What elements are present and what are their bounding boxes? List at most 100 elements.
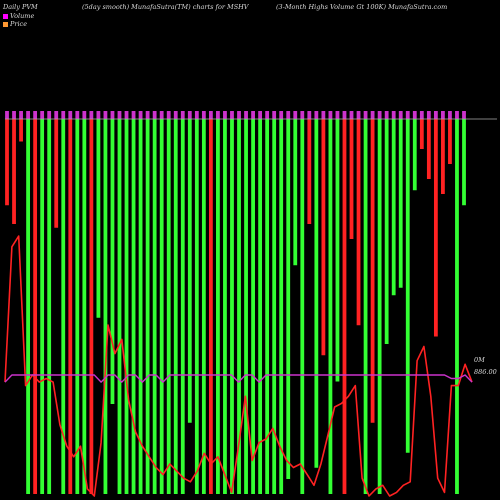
volume-bar bbox=[237, 119, 241, 494]
volume-bar-cap bbox=[110, 111, 115, 119]
volume-bar-cap bbox=[152, 111, 157, 119]
volume-bar bbox=[244, 119, 248, 494]
volume-bar-cap bbox=[117, 111, 122, 119]
volume-bar bbox=[321, 119, 326, 356]
volume-bar-cap bbox=[19, 111, 23, 119]
volume-bar bbox=[54, 119, 59, 228]
volume-bar-cap bbox=[159, 111, 164, 119]
volume-bar bbox=[335, 119, 340, 382]
legend-swatch-price bbox=[3, 21, 8, 27]
volume-bar bbox=[145, 119, 150, 494]
volume-bar bbox=[342, 119, 347, 494]
volume-average-line bbox=[4, 374, 473, 383]
volume-bar bbox=[412, 119, 417, 191]
volume-bar-cap bbox=[398, 111, 403, 119]
chart-title-left: Daily PVM bbox=[3, 3, 38, 11]
volume-bar bbox=[47, 119, 52, 494]
volume-bar-cap bbox=[230, 111, 234, 119]
volume-bar bbox=[216, 119, 220, 494]
volume-axis-label: 0M bbox=[474, 356, 485, 364]
volume-bar-cap bbox=[237, 111, 241, 119]
volume-bar bbox=[314, 119, 319, 468]
volume-bar-cap bbox=[180, 111, 185, 119]
volume-bar-cap bbox=[131, 111, 136, 119]
price-line bbox=[4, 235, 473, 497]
volume-bar-cap bbox=[433, 111, 438, 119]
volume-bar-cap bbox=[286, 111, 291, 119]
volume-bar-cap bbox=[391, 111, 396, 119]
volume-bar bbox=[96, 119, 101, 318]
legend-swatch-volume bbox=[3, 13, 8, 19]
volume-bar-cap bbox=[5, 111, 9, 119]
volume-bar-cap bbox=[96, 111, 101, 119]
volume-bar-cap bbox=[258, 111, 263, 119]
volume-bar-cap bbox=[40, 111, 45, 119]
volume-bar-cap bbox=[293, 111, 298, 119]
volume-bar-cap bbox=[314, 111, 319, 119]
chart-title-middle: (5day smooth) MunafaSutra(TM) charts for… bbox=[82, 3, 249, 11]
price-axis-label: 886.00 bbox=[474, 368, 497, 376]
legend-label-price: Price bbox=[10, 20, 28, 28]
volume-bar-cap bbox=[216, 111, 220, 119]
volume-bar bbox=[265, 119, 270, 494]
volume-bar bbox=[61, 119, 66, 494]
volume-bar bbox=[370, 119, 375, 423]
volume-bar bbox=[384, 119, 389, 344]
volume-bar bbox=[272, 119, 277, 494]
volume-bar-cap bbox=[33, 111, 38, 119]
volume-bar-cap bbox=[68, 111, 73, 119]
volume-bar-cap bbox=[363, 111, 368, 119]
volume-bar bbox=[117, 119, 122, 494]
volume-bar bbox=[89, 119, 94, 494]
volume-bar bbox=[300, 119, 305, 494]
volume-bar-cap bbox=[145, 111, 150, 119]
volume-bar bbox=[251, 119, 255, 494]
volume-bar-cap bbox=[208, 111, 213, 119]
volume-bar-cap bbox=[26, 111, 30, 119]
volume-bar-cap bbox=[244, 111, 248, 119]
volume-bar bbox=[208, 119, 213, 494]
volume-bar bbox=[110, 119, 115, 404]
volume-bar-cap bbox=[300, 111, 305, 119]
volume-bar bbox=[103, 119, 108, 494]
volume-bars bbox=[5, 111, 466, 494]
chart-title-right: (3-Month Highs Volume Gt 100K) MunafaSut… bbox=[276, 3, 448, 11]
volume-bar-cap bbox=[426, 111, 431, 119]
volume-bar-cap bbox=[307, 111, 312, 119]
volume-bar bbox=[173, 119, 178, 494]
volume-bar-cap bbox=[349, 111, 354, 119]
volume-bar-cap bbox=[328, 111, 333, 119]
volume-bar bbox=[455, 119, 459, 494]
volume-bar bbox=[75, 119, 80, 494]
volume-bar bbox=[426, 119, 431, 179]
volume-bar-cap bbox=[455, 111, 459, 119]
volume-bar-cap bbox=[462, 111, 466, 119]
volume-bar bbox=[377, 119, 382, 494]
volume-bar-cap bbox=[342, 111, 347, 119]
volume-bar-cap bbox=[166, 111, 171, 119]
volume-bar-cap bbox=[384, 111, 389, 119]
volume-bar bbox=[398, 119, 403, 288]
volume-bar bbox=[462, 119, 466, 206]
volume-bar bbox=[124, 119, 129, 494]
volume-bar bbox=[230, 119, 234, 494]
volume-bar-cap bbox=[47, 111, 52, 119]
volume-bar-cap bbox=[335, 111, 340, 119]
volume-bar bbox=[307, 119, 312, 224]
volume-bar-cap bbox=[223, 111, 227, 119]
volume-bar-cap bbox=[441, 111, 445, 119]
volume-bar bbox=[5, 119, 9, 206]
volume-bar bbox=[138, 119, 143, 494]
volume-bar bbox=[68, 119, 73, 494]
volume-bar-cap bbox=[194, 111, 199, 119]
volume-bar bbox=[201, 119, 206, 494]
volume-bar-cap bbox=[377, 111, 382, 119]
volume-bar bbox=[356, 119, 361, 326]
volume-bar-cap bbox=[54, 111, 59, 119]
volume-bar-cap bbox=[370, 111, 375, 119]
volume-bar bbox=[293, 119, 298, 266]
volume-bar bbox=[194, 119, 199, 494]
volume-bar bbox=[433, 119, 438, 337]
volume-bar bbox=[33, 119, 38, 494]
